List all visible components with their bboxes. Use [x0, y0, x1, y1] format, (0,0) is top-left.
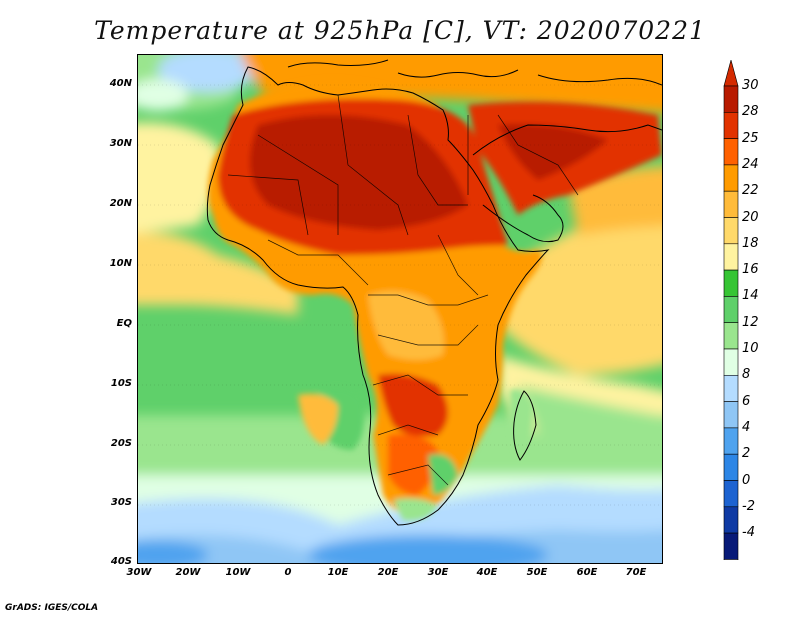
- lat-label: 40N: [109, 78, 132, 89]
- lat-label: 10S: [110, 378, 132, 389]
- lat-label: 40S: [110, 556, 132, 567]
- colorbar-label: 14: [742, 288, 759, 304]
- colorbar-swatch: [723, 190, 739, 218]
- colorbar-label: 0: [742, 472, 751, 488]
- coastlines: [206, 59, 662, 526]
- colorbar-label: 12: [742, 314, 759, 330]
- colorbar-label: 28: [742, 104, 759, 120]
- temperature-map: [137, 54, 663, 564]
- lat-label: 30N: [109, 138, 132, 149]
- lon-label: 60E: [576, 567, 598, 578]
- lon-label: 20W: [175, 567, 201, 578]
- colorbar-label: 30: [742, 78, 759, 93]
- colorbar-swatch: [723, 111, 739, 139]
- lat-label: 30S: [110, 497, 132, 508]
- lon-label: 50E: [526, 567, 548, 578]
- country-borders: [227, 94, 579, 486]
- colorbar-swatch: [723, 480, 739, 508]
- colorbar-swatch: [723, 217, 739, 245]
- colorbar-label: -4: [742, 525, 755, 541]
- colorbar-swatch: [723, 506, 739, 534]
- lat-label: 20N: [109, 198, 132, 209]
- colorbar-label: 4: [742, 419, 751, 435]
- lat-label: EQ: [116, 318, 132, 329]
- colorbar-label: 24: [742, 156, 759, 172]
- colorbar-swatch: [723, 453, 739, 481]
- colorbar-swatch: [723, 348, 739, 376]
- colorbar-bottom-arrow: [723, 559, 739, 560]
- colorbar-swatch: [723, 296, 739, 323]
- map-title: Temperature at 925hPa [C], VT: 202007022…: [94, 16, 706, 45]
- colorbar-swatch: [723, 401, 739, 429]
- lon-label: 30W: [126, 567, 152, 578]
- colorbar-swatch: [723, 427, 739, 455]
- lon-label: 10E: [327, 567, 349, 578]
- lon-label: 20E: [377, 567, 399, 578]
- colorbar-label: 8: [742, 367, 751, 383]
- colorbar-swatch: [723, 269, 739, 297]
- lat-label: 10N: [109, 258, 132, 269]
- lat-label: 20S: [110, 438, 132, 449]
- colorbar-swatch: [723, 85, 739, 113]
- colorbar-swatch: [723, 322, 739, 350]
- lon-label: 0: [284, 567, 292, 578]
- colorbar-swatch: [723, 164, 739, 192]
- graticule: [138, 84, 662, 506]
- colorbar-label: 18: [742, 235, 759, 251]
- lon-label: 10W: [225, 567, 251, 578]
- lon-label: 40E: [476, 567, 498, 578]
- colorbar-label: 6: [742, 393, 751, 409]
- colorbar: [723, 60, 739, 560]
- colorbar-label: 10: [742, 341, 759, 356]
- colorbar-label: 2: [742, 446, 751, 462]
- map-canvas: [138, 55, 662, 563]
- colorbar-label: 20: [742, 209, 759, 225]
- credit-text: GrADS: IGES/COLA: [5, 603, 99, 613]
- colorbar-label: -2: [742, 498, 755, 514]
- colorbar-top-arrow: [723, 60, 739, 87]
- land-temperature: [208, 80, 662, 521]
- colorbar-label: 16: [742, 262, 759, 278]
- colorbar-label: 25: [742, 130, 759, 146]
- colorbar-swatch: [723, 243, 739, 271]
- colorbar-swatch: [723, 374, 739, 402]
- lon-label: 70E: [625, 567, 647, 578]
- colorbar-swatch: [723, 138, 739, 166]
- lon-label: 30E: [427, 567, 449, 578]
- colorbar-swatch: [723, 532, 739, 560]
- colorbar-label: 22: [742, 183, 759, 199]
